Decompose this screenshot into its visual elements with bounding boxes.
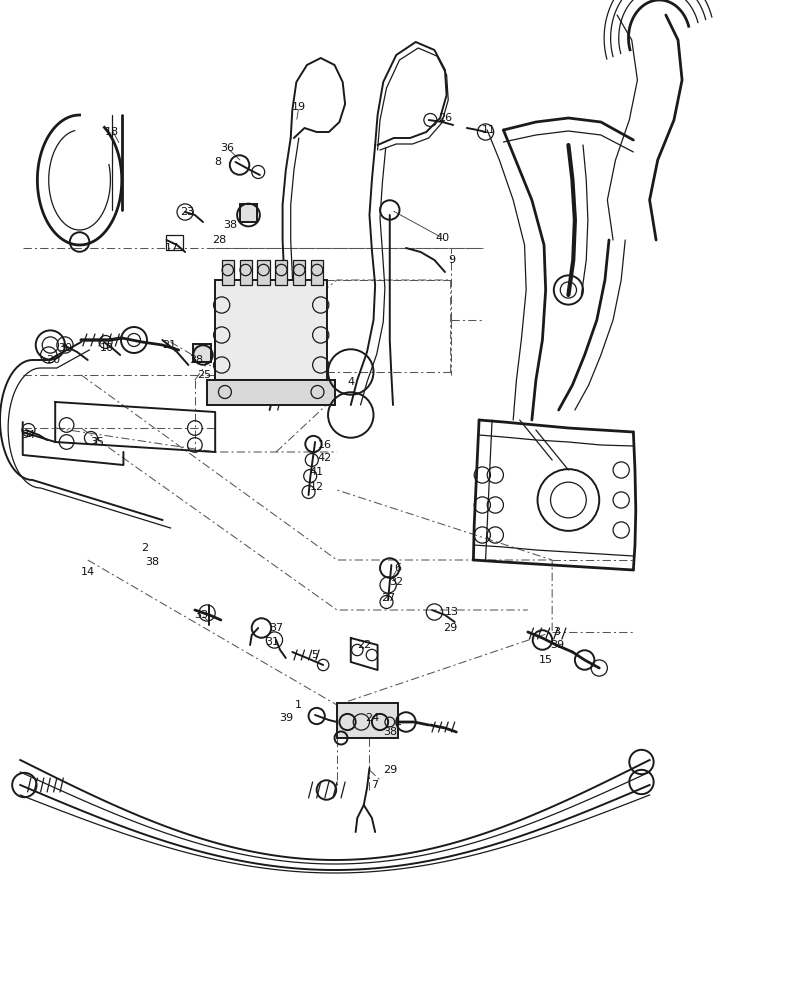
Text: 24: 24	[364, 713, 379, 723]
Text: 39: 39	[549, 640, 564, 650]
Text: 10: 10	[100, 343, 114, 353]
Text: 28: 28	[212, 235, 226, 245]
Text: 6: 6	[394, 563, 401, 573]
Text: 37: 37	[268, 623, 283, 633]
Text: 16: 16	[317, 440, 332, 450]
Text: 25: 25	[197, 370, 212, 380]
Text: 2: 2	[141, 543, 148, 553]
Text: 18: 18	[105, 127, 119, 137]
Text: 9: 9	[448, 255, 454, 265]
Text: 34: 34	[21, 430, 36, 440]
Text: 30: 30	[58, 343, 72, 353]
Text: 32: 32	[388, 577, 403, 587]
Bar	[239, 204, 257, 222]
Bar	[207, 380, 335, 405]
Text: 11: 11	[481, 125, 496, 135]
Bar	[221, 260, 234, 285]
Text: 26: 26	[437, 113, 452, 123]
Text: 15: 15	[538, 655, 552, 665]
Bar	[193, 344, 211, 362]
Text: 38: 38	[382, 727, 397, 737]
Bar	[311, 260, 323, 285]
Text: 4: 4	[347, 377, 354, 387]
Text: 13: 13	[444, 607, 458, 617]
Text: 7: 7	[371, 780, 378, 790]
Text: 29: 29	[442, 623, 457, 633]
Text: 33: 33	[194, 610, 208, 620]
Text: 40: 40	[435, 233, 449, 243]
Text: 38: 38	[145, 557, 160, 567]
Text: 3: 3	[553, 627, 560, 637]
Text: 39: 39	[278, 713, 293, 723]
Text: 31: 31	[264, 637, 279, 647]
Text: 17: 17	[165, 243, 179, 253]
Text: 5: 5	[311, 650, 318, 660]
Bar	[239, 260, 251, 285]
Text: 27: 27	[380, 593, 395, 603]
Text: 41: 41	[309, 467, 324, 477]
Text: 23: 23	[179, 207, 194, 217]
Text: 8: 8	[214, 157, 221, 167]
Text: 35: 35	[90, 437, 105, 447]
Text: 38: 38	[222, 220, 237, 230]
Text: 29: 29	[382, 765, 397, 775]
Bar	[337, 703, 397, 738]
Text: 12: 12	[309, 482, 324, 492]
Text: 1: 1	[295, 700, 302, 710]
Bar	[215, 280, 327, 380]
Bar	[293, 260, 305, 285]
Bar	[275, 260, 287, 285]
Text: 1: 1	[394, 717, 401, 727]
Text: 20: 20	[45, 355, 60, 365]
Text: 14: 14	[80, 567, 95, 577]
Text: 21: 21	[161, 340, 176, 350]
Text: 36: 36	[220, 143, 234, 153]
Bar	[257, 260, 269, 285]
Text: 19: 19	[291, 102, 306, 112]
Text: 42: 42	[317, 453, 332, 463]
Bar	[166, 235, 182, 250]
Text: 38: 38	[189, 355, 204, 365]
Text: 22: 22	[356, 640, 371, 650]
